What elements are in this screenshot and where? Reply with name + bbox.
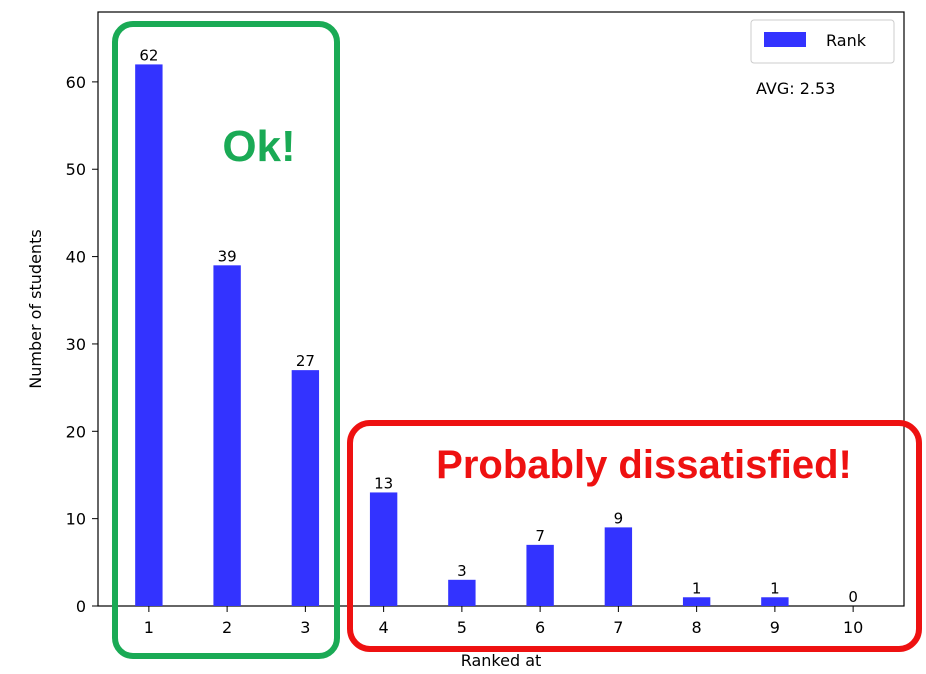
bar-value-label: 9 [614, 509, 624, 527]
x-tick-label: 4 [379, 618, 389, 637]
bar-value-label: 7 [535, 527, 545, 545]
x-tick-label: 2 [222, 618, 232, 637]
x-axis-label: Ranked at [461, 651, 542, 670]
bar-value-label: 13 [374, 474, 393, 492]
y-tick-label: 30 [66, 335, 86, 354]
y-tick-label: 0 [76, 597, 86, 616]
good-group-box [112, 21, 340, 659]
legend: Rank [750, 19, 895, 64]
y-tick-label: 50 [66, 160, 86, 179]
good-group-label: Ok! [222, 122, 295, 171]
bars-group [135, 64, 789, 607]
bar-value-label: 1 [770, 579, 780, 597]
legend-label: Rank [826, 31, 867, 50]
bar-4 [369, 492, 398, 606]
bar-2 [213, 265, 241, 606]
bar-value-label: 0 [848, 588, 858, 606]
avg-annotation: AVG: 2.53 [756, 79, 835, 98]
y-axis-ticks: 0 10 20 30 40 50 60 [66, 73, 98, 616]
x-tick-label: 7 [613, 618, 623, 637]
bad-group-label: Probably dissatisfied! [436, 443, 852, 487]
bad-group-box [347, 420, 922, 652]
bar-value-label: 3 [457, 562, 467, 580]
x-tick-label: 6 [535, 618, 545, 637]
x-tick-label: 5 [457, 618, 467, 637]
x-tick-label: 8 [692, 618, 702, 637]
y-axis-label: Number of students [26, 229, 45, 388]
x-axis-ticks: 1 2 3 4 5 6 7 8 9 10 [144, 606, 863, 637]
bar-value-label: 1 [692, 579, 702, 597]
y-tick-label: 20 [66, 422, 86, 441]
x-tick-label: 10 [843, 618, 863, 637]
y-tick-label: 60 [66, 73, 86, 92]
bar-9 [761, 597, 789, 606]
bar-value-label: 27 [296, 352, 315, 370]
bar-5 [448, 579, 476, 606]
bar-value-label: 62 [139, 46, 158, 64]
bar-6 [526, 544, 554, 606]
legend-box [750, 19, 895, 64]
x-tick-label: 9 [770, 618, 780, 637]
bar-7 [604, 527, 633, 606]
bar-value-label: 39 [218, 247, 237, 265]
bar-3 [291, 370, 320, 606]
y-tick-label: 10 [66, 510, 86, 529]
bar-8 [682, 597, 711, 606]
x-tick-label: 1 [144, 618, 154, 637]
legend-swatch [764, 32, 806, 47]
bar-1 [135, 64, 163, 607]
x-tick-label: 3 [300, 618, 310, 637]
y-tick-label: 40 [66, 248, 86, 267]
